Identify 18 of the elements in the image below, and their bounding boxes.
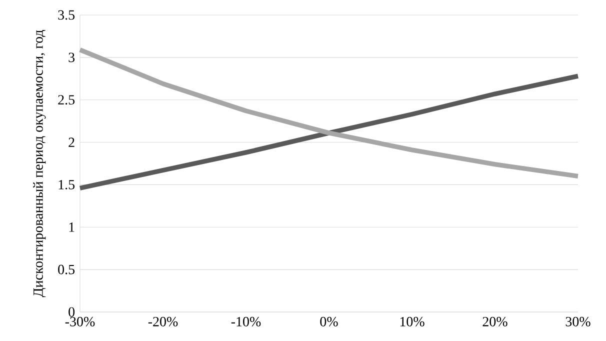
x-tick-label: -10%	[231, 316, 261, 326]
y-tick-label: 3	[68, 52, 75, 62]
x-tick-label: 20%	[482, 316, 508, 326]
x-tick-label: -30%	[65, 316, 95, 326]
x-tick-label: 10%	[400, 316, 424, 326]
x-tick-label: -20%	[148, 316, 178, 326]
line-series	[78, 47, 580, 179]
y-tick-label: 3.5	[58, 10, 75, 20]
y-axis-title: Дисконтированный период окупаемости, год	[33, 30, 46, 298]
y-tick-label: 0	[68, 307, 75, 317]
y-tick-label: 2.5	[58, 95, 75, 105]
y-tick-label: 1.5	[58, 180, 75, 190]
line-series	[78, 74, 580, 190]
y-tick-label: 1	[69, 222, 74, 232]
x-tick-label: 0%	[320, 316, 338, 326]
x-tick-label: 30%	[566, 316, 590, 326]
y-tick-label: 2	[68, 138, 74, 147]
y-tick-label: 0.5	[58, 264, 75, 274]
